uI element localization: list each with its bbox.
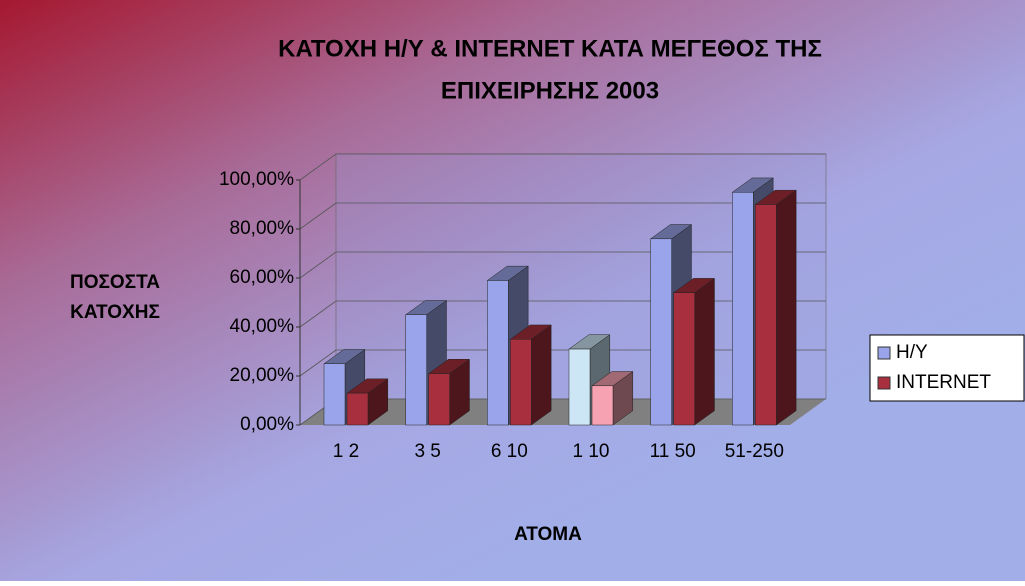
chart-title: ΚΑΤΟΧΗ Η/Υ & INTERNET ΚΑΤΑ ΜΕΓΕΘΟΣ ΤΗΣ — [278, 35, 822, 62]
x-tick-label: 3 5 — [414, 441, 440, 462]
y-axis-label: ΚΑΤΟΧΗΣ — [70, 302, 160, 323]
legend-label: INTERNET — [896, 372, 991, 393]
x-axis-label: ΑΤΟΜΑ — [514, 524, 582, 545]
x-tick-label: 1 10 — [573, 441, 610, 462]
bar — [591, 385, 614, 426]
y-tick-label: 40,00% — [230, 316, 295, 337]
bar — [650, 238, 672, 426]
legend-swatch — [877, 346, 891, 360]
y-axis-label: ΠΟΣΟΣΤΑ — [70, 272, 160, 293]
bar — [510, 339, 532, 426]
bar — [405, 314, 427, 426]
x-tick-label: 6 10 — [491, 441, 528, 462]
y-tick-label: 80,00% — [230, 218, 295, 239]
bar-side — [776, 189, 797, 426]
y-tick-label: 0,00% — [240, 414, 294, 435]
x-tick-label: 51-250 — [725, 441, 784, 462]
bar — [568, 348, 591, 426]
legend-swatch — [877, 376, 891, 390]
y-tick-label: 100,00% — [219, 169, 294, 190]
bar — [323, 363, 346, 426]
x-tick-label: 1 2 — [333, 441, 359, 462]
grid-line — [299, 153, 826, 181]
bar-side — [694, 277, 715, 426]
x-tick-label: 11 50 — [650, 441, 696, 462]
bar — [428, 373, 450, 426]
bar — [732, 192, 754, 426]
legend-box — [869, 334, 1025, 402]
y-tick-label: 60,00% — [230, 267, 295, 288]
bar — [755, 204, 777, 426]
bar — [487, 280, 509, 426]
bar — [673, 292, 695, 426]
y-tick-label: 20,00% — [230, 365, 295, 386]
bar — [346, 392, 369, 426]
bar-side — [531, 324, 552, 426]
chart-title: ΕΠΙΧΕΙΡΗΣΗΣ 2003 — [441, 77, 659, 104]
legend-label: H/Y — [896, 342, 928, 363]
grid-line — [299, 202, 826, 230]
